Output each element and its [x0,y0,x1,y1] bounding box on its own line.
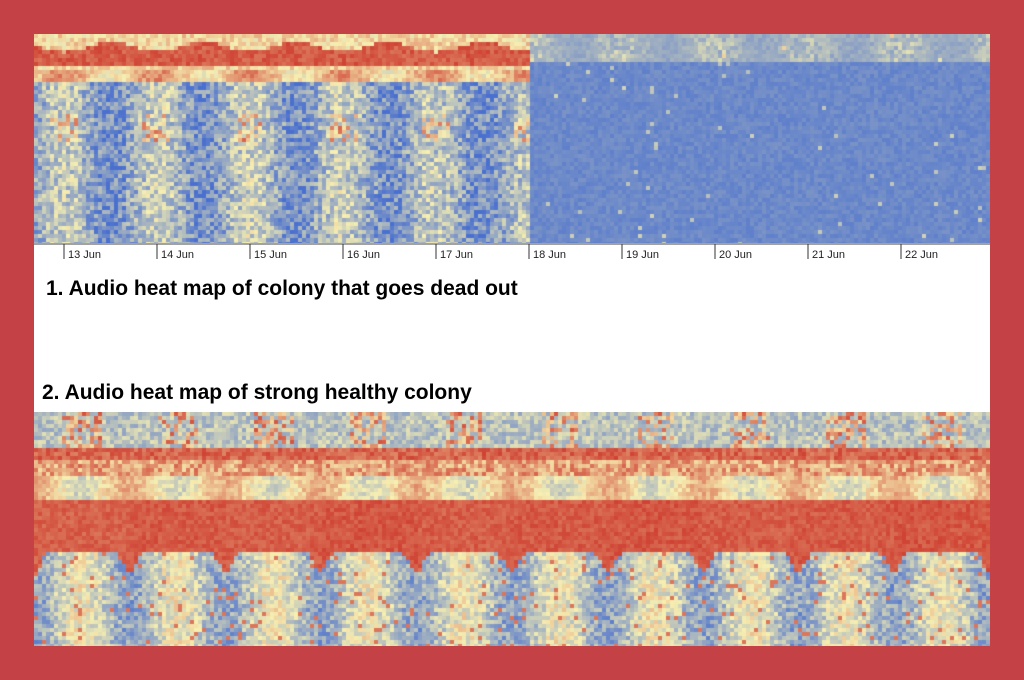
x-tick-label: 15 Jun [254,249,287,261]
x-tick-label: 22 Jun [905,249,938,261]
x-tick-label: 20 Jun [719,249,752,261]
x-tick-label: 18 Jun [533,249,566,261]
x-tick-label: 19 Jun [626,249,659,261]
x-tick-label: 13 Jun [68,249,101,261]
dead-colony-heatmap [34,34,990,243]
x-tick-label: 17 Jun [440,249,473,261]
x-tick-label: 16 Jun [347,249,380,261]
dead-colony-caption: 1. Audio heat map of colony that goes de… [46,277,518,300]
healthy-colony-caption: 2. Audio heat map of strong healthy colo… [42,381,472,404]
figure-card: 13 Jun 14 Jun 15 Jun 16 Jun 17 Jun 18 Jun 19 J… [34,34,990,646]
dead-colony-time-axis: 13 Jun 14 Jun 15 Jun 16 Jun 17 Jun 18 Jun 19 J… [34,243,990,261]
healthy-colony-heatmap [34,412,990,646]
x-tick-label: 21 Jun [812,249,845,261]
x-tick-label: 14 Jun [161,249,194,261]
